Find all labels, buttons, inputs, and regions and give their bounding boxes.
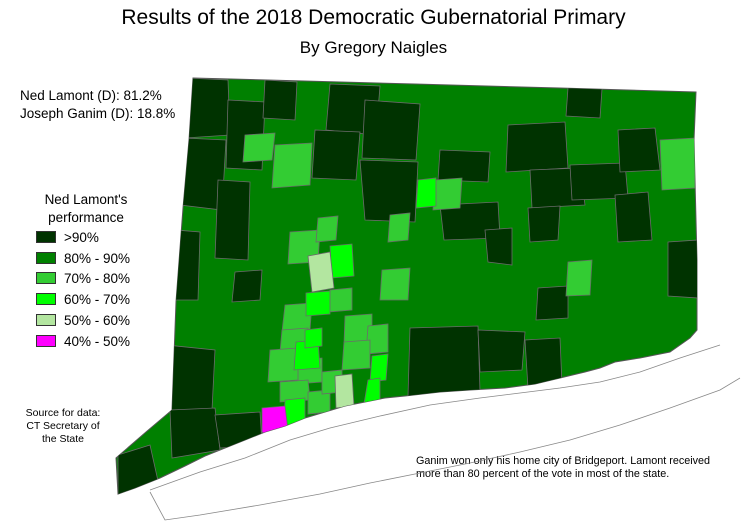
town-region bbox=[565, 87, 603, 119]
town-region bbox=[214, 179, 251, 261]
legend-title-line2: performance bbox=[48, 210, 124, 225]
town-region bbox=[565, 259, 593, 297]
town-region bbox=[379, 267, 411, 301]
town-region bbox=[484, 227, 513, 266]
map-title: Results of the 2018 Democratic Gubernato… bbox=[121, 6, 626, 29]
legend-label: 70% - 80% bbox=[64, 270, 131, 286]
town-region bbox=[305, 290, 331, 317]
town-region bbox=[327, 287, 353, 313]
legend-swatch bbox=[36, 272, 56, 284]
town-region bbox=[361, 99, 421, 161]
caption-note: Ganim won only his home city of Bridgepo… bbox=[416, 455, 736, 481]
town-region bbox=[334, 373, 355, 409]
legend-label: >90% bbox=[64, 229, 99, 245]
legend-item-over-90: >90% bbox=[36, 229, 99, 245]
town-region bbox=[614, 191, 653, 243]
caption-line: Ganim won only his home city of Bridgepo… bbox=[416, 455, 711, 467]
town-region bbox=[307, 251, 335, 293]
town-region bbox=[527, 205, 561, 243]
legend-swatch bbox=[36, 231, 56, 243]
town-region bbox=[173, 229, 201, 301]
town-region bbox=[535, 285, 569, 321]
legend-label: 40% - 50% bbox=[64, 333, 131, 349]
coastline bbox=[149, 344, 721, 491]
town-region bbox=[231, 269, 263, 303]
map-subtitle: By Gregory Naigles bbox=[299, 38, 448, 57]
legend-item-60-70: 60% - 70% bbox=[36, 291, 130, 307]
town-region bbox=[262, 79, 298, 121]
source-line: Source for data: bbox=[25, 407, 101, 419]
legend-title: Ned Lamont's performance bbox=[36, 191, 136, 227]
town-region bbox=[415, 177, 437, 209]
legend-item-40-50: 40% - 50% bbox=[36, 333, 130, 349]
legend-item-50-60: 50% - 60% bbox=[36, 312, 130, 328]
town-region bbox=[617, 127, 661, 173]
town-region bbox=[505, 121, 569, 173]
ganim-result: Joseph Ganim (D): 18.8% bbox=[20, 106, 176, 121]
legend-label: 60% - 70% bbox=[64, 291, 131, 307]
legend-swatch bbox=[36, 252, 56, 264]
legend-item-70-80: 70% - 80% bbox=[36, 270, 130, 286]
legend-swatch bbox=[36, 314, 56, 326]
legend-label: 80% - 90% bbox=[64, 250, 131, 266]
town-region bbox=[359, 159, 419, 223]
town-region bbox=[407, 325, 481, 397]
town-region bbox=[184, 78, 231, 139]
town-region bbox=[524, 337, 563, 389]
town-region bbox=[169, 407, 221, 459]
town-region bbox=[267, 347, 299, 383]
legend-label: 50% - 60% bbox=[64, 312, 131, 328]
town-region bbox=[437, 149, 491, 183]
lamont-result: Ned Lamont (D): 81.2% bbox=[20, 88, 162, 103]
town-region bbox=[311, 129, 361, 181]
town-region bbox=[329, 243, 355, 279]
source-line: the State bbox=[41, 433, 85, 445]
legend-title-line1: Ned Lamont's bbox=[44, 192, 128, 207]
bridgeport-region bbox=[261, 405, 289, 439]
source-line: CT Secretary of bbox=[26, 420, 100, 432]
town-regions bbox=[117, 78, 697, 494]
town-region bbox=[432, 177, 463, 211]
town-region bbox=[667, 239, 697, 299]
town-region bbox=[271, 142, 313, 189]
legend-item-80-90: 80% - 90% bbox=[36, 250, 130, 266]
caption-line: more than 80 percent of the vote in most… bbox=[416, 468, 670, 480]
town-region bbox=[477, 329, 526, 373]
legend-swatch bbox=[36, 335, 56, 347]
town-region bbox=[242, 132, 276, 163]
town-region bbox=[387, 212, 411, 243]
town-region bbox=[659, 137, 696, 191]
town-region bbox=[341, 339, 371, 371]
sound-outline bbox=[149, 377, 741, 521]
legend-swatch bbox=[36, 293, 56, 305]
town-region bbox=[304, 327, 323, 349]
town-region bbox=[369, 353, 389, 383]
town-region bbox=[165, 344, 216, 413]
town-region bbox=[315, 215, 339, 243]
source-note: Source for data: CT Secretary of the Sta… bbox=[20, 407, 106, 446]
